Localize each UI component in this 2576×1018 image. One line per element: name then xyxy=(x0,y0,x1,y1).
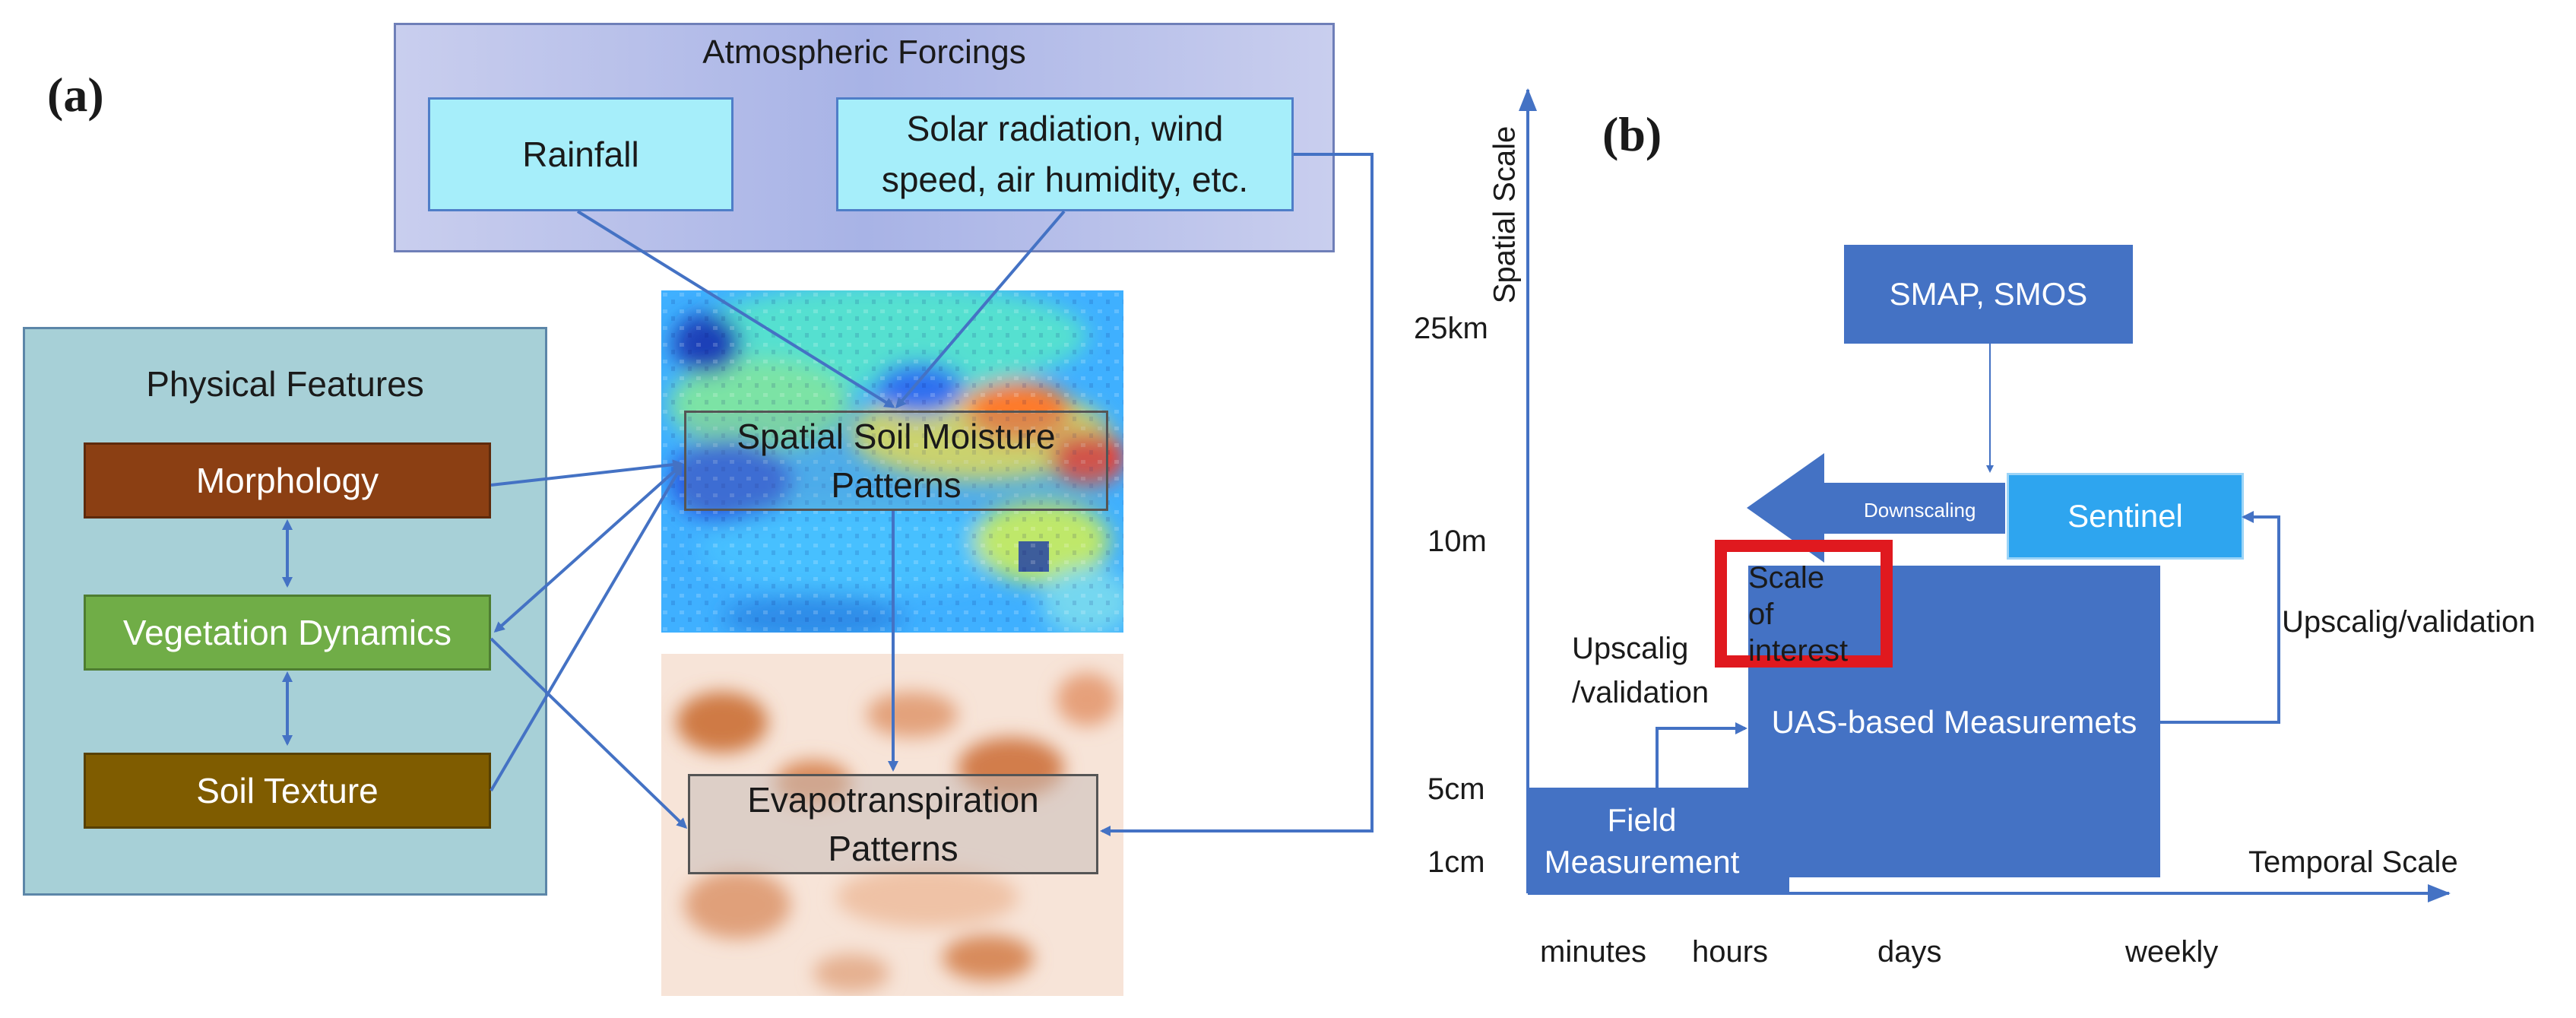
field-line1: Field xyxy=(1607,802,1677,838)
panel-a-label: (a) xyxy=(47,68,104,122)
panel-b-axes xyxy=(1519,88,2451,902)
rainfall-box: Rainfall xyxy=(428,97,734,211)
arrow-solar-to-moisture xyxy=(895,210,1066,409)
field-line2: Measurement xyxy=(1544,843,1740,880)
y-tick-10m: 10m xyxy=(1427,525,1487,558)
panel-b-connectors xyxy=(1656,344,2280,788)
vegetation-dynamics-label: Vegetation Dynamics xyxy=(122,613,452,652)
arrow-morphology-to-moisture xyxy=(490,459,683,487)
arrow-solar-to-evapotranspiration xyxy=(1100,153,1374,836)
x-tick-hours: hours xyxy=(1692,935,1769,969)
scale-of-interest-line2: interest xyxy=(1748,634,1849,668)
upscaling-left-line2: /validation xyxy=(1572,676,1709,709)
scale-of-interest-frame xyxy=(1715,540,1893,668)
x-tick-weekly: weekly xyxy=(2125,935,2219,969)
upscaling-left-line1: Upscalig xyxy=(1572,632,1689,665)
arrow-vegetation-to-evapotranspiration xyxy=(490,637,688,829)
smap-smos-box: SMAP, SMOS xyxy=(1844,245,2133,344)
physical-features-title: Physical Features xyxy=(146,364,424,404)
scale-of-interest-label: Scale of interest xyxy=(1748,560,1855,669)
soil-texture-label: Soil Texture xyxy=(196,771,379,810)
arrow-uas-to-sentinel xyxy=(2160,511,2280,724)
evapotranspiration-line1: Evapotranspiration xyxy=(747,779,1039,820)
panel-b-label: (b) xyxy=(1602,107,1662,161)
solar-radiation-line1: Solar radiation, wind xyxy=(906,109,1224,149)
arrow-soil-to-moisture xyxy=(490,465,683,792)
arrow-moisture-to-vegetation xyxy=(493,464,683,633)
arrow-field-to-uas xyxy=(1656,722,1747,788)
panel-a-arrows xyxy=(282,153,1374,836)
evapotranspiration-line2: Patterns xyxy=(828,829,958,868)
atmospheric-forcings-title: Atmospheric Forcings xyxy=(702,33,1026,71)
soil-texture-box: Soil Texture xyxy=(84,753,491,829)
scale-of-interest-line1: Scale of xyxy=(1748,561,1825,631)
soil-moisture-patterns-box: Spatial Soil Moisture Patterns xyxy=(684,411,1108,511)
arrow-rainfall-to-moisture xyxy=(576,210,895,408)
smap-smos-label: SMAP, SMOS xyxy=(1889,276,2088,312)
soil-moisture-line2: Patterns xyxy=(831,465,962,505)
rainfall-label: Rainfall xyxy=(522,134,639,174)
field-measurement-box xyxy=(1528,788,1789,893)
upscaling-left-label: Upscalig /validation xyxy=(1572,626,1709,715)
morphology-box: Morphology xyxy=(84,442,491,519)
uas-measurements-box xyxy=(1748,566,2160,877)
soil-moisture-map xyxy=(661,290,1123,633)
x-axis-title: Temporal Scale xyxy=(2248,845,2458,879)
y-tick-25km: 25km xyxy=(1414,312,1488,345)
soil-moisture-line1: Spatial Soil Moisture xyxy=(737,416,1056,456)
x-tick-days: days xyxy=(1877,935,1942,969)
vegetation-dynamics-box: Vegetation Dynamics xyxy=(84,595,491,671)
evapotranspiration-patterns-box: Evapotranspiration Patterns xyxy=(688,774,1098,874)
downscaling-label: Downscaling xyxy=(1864,499,1976,522)
y-tick-5cm: 5cm xyxy=(1427,772,1485,806)
field-measurement-label: Field Measurement xyxy=(1528,800,1756,883)
y-tick-1cm: 1cm xyxy=(1427,845,1485,879)
sentinel-box: Sentinel xyxy=(2007,473,2244,560)
downscaling-arrow-shape xyxy=(1747,453,2005,563)
x-tick-minutes: minutes xyxy=(1540,935,1647,969)
uas-label: UAS-based Measuremets xyxy=(1771,704,2137,740)
solar-radiation-box: Solar radiation, wind speed, air humidit… xyxy=(836,97,1294,211)
sentinel-label: Sentinel xyxy=(2067,498,2183,534)
morphology-label: Morphology xyxy=(195,461,379,500)
solar-radiation-line2: speed, air humidity, etc. xyxy=(881,160,1249,199)
upscaling-right-label: Upscalig/validation xyxy=(2282,605,2536,639)
